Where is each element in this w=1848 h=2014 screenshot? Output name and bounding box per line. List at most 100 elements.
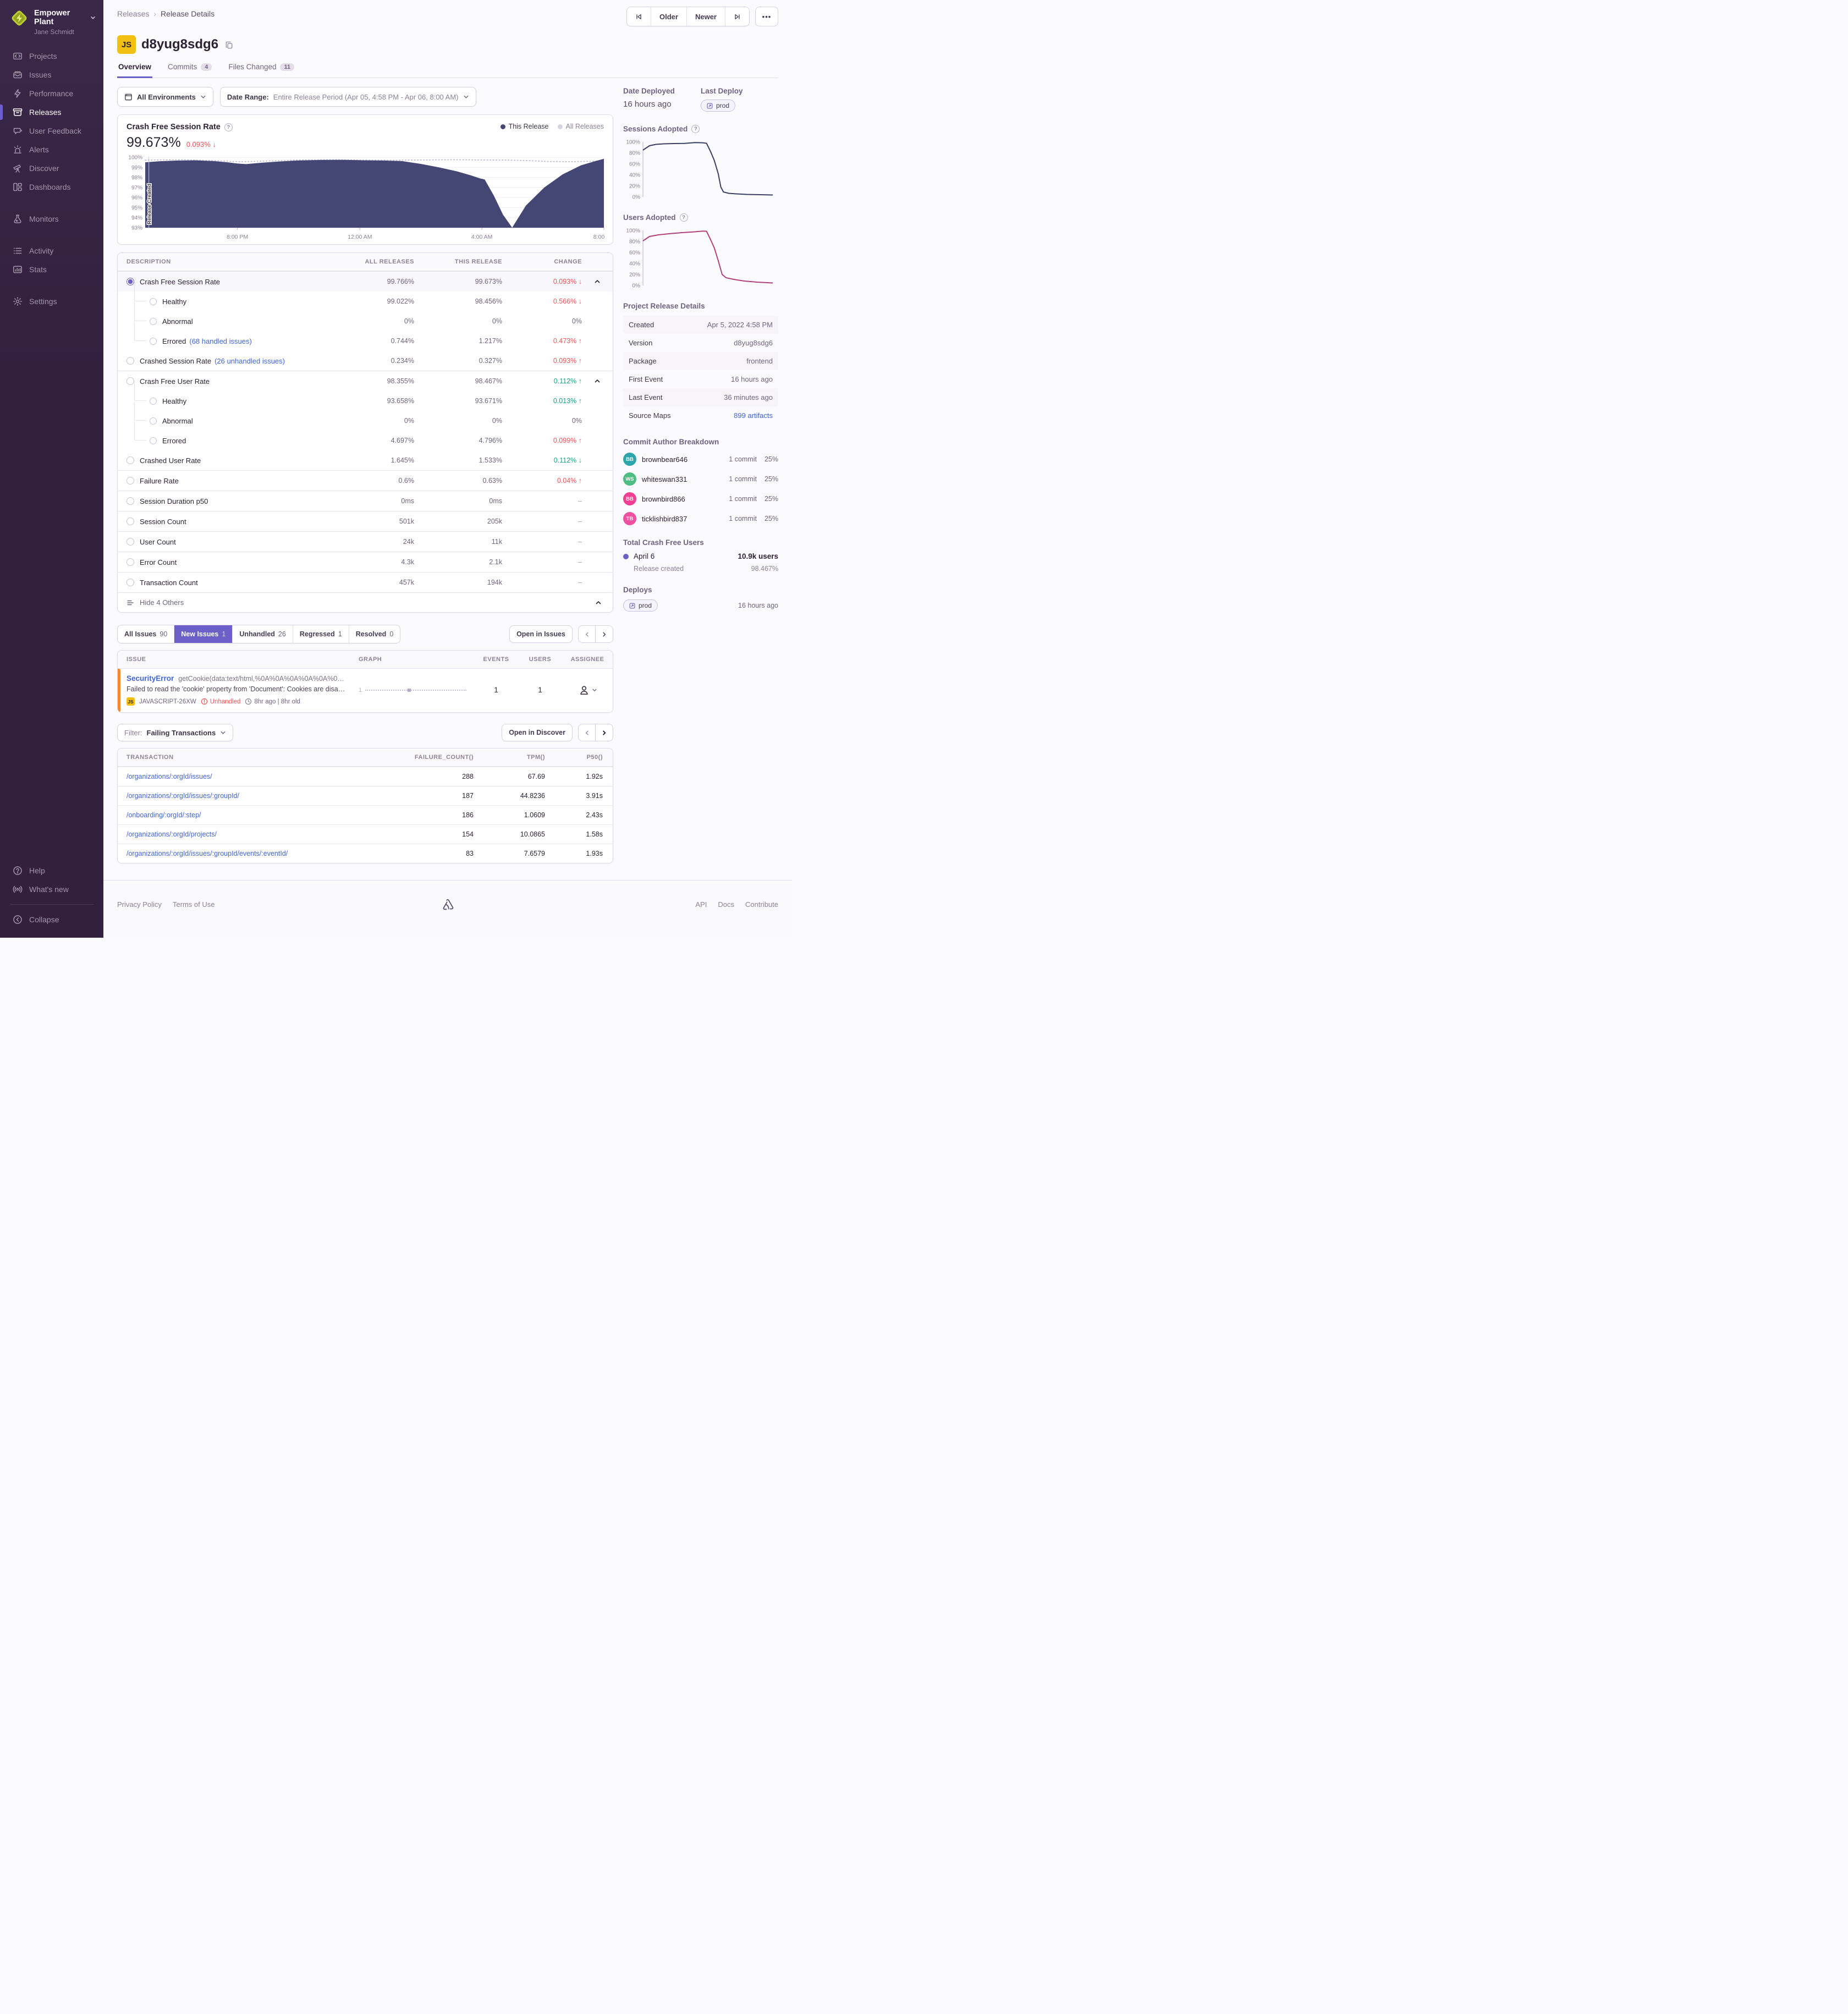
metric-row-errored[interactable]: Errored (68 handled issues) 0.744% 1.217% … [118,322,613,351]
collapse-caret-icon[interactable] [582,278,613,285]
metric-radio[interactable] [127,357,134,365]
prod-env-pill[interactable]: prod [623,599,658,612]
sidebar-item-help[interactable]: Help [0,861,103,880]
sidebar-item-dashboards[interactable]: Dashboards [0,178,103,196]
metric-row-crash-free-session-rate[interactable]: Crash Free Session Rate 99.766% 99.673% … [118,272,613,291]
transaction-link[interactable]: /onboarding/:orgId/:step/ [127,811,201,819]
hide-others-toggle[interactable]: Hide 4 Others [118,592,613,612]
metric-radio[interactable] [150,437,157,444]
artifacts-link[interactable]: 899 artifacts [734,411,773,420]
transaction-link[interactable]: /organizations/:orgId/issues/:groupId/ev… [127,850,288,857]
pager-prev-button[interactable] [578,625,596,643]
metric-row-abnormal[interactable]: Abnormal 0% 0% 0% [118,302,613,331]
sidebar-item-releases[interactable]: Releases [0,103,103,122]
metric-radio[interactable] [127,579,134,586]
metric-radio[interactable] [150,298,157,305]
unhandled-issues-link[interactable]: (26 unhandled issues) [215,356,285,365]
sidebar-item-monitors[interactable]: Monitors [0,210,103,228]
sidebar-item-alerts[interactable]: Alerts [0,140,103,159]
metric-row-errored[interactable]: Errored 4.697% 4.796% 0.099% ↑ [118,422,613,450]
help-question-icon[interactable] [691,125,700,133]
newer-button[interactable]: Newer [686,7,725,26]
metric-row-abnormal[interactable]: Abnormal 0% 0% 0% [118,402,613,431]
collapse-caret-icon[interactable] [582,378,613,384]
metric-row-crashed-session-rate[interactable]: Crashed Session Rate (26 unhandled issues… [118,351,613,371]
transactions-filter-dropdown[interactable]: Filter: Failing Transactions [117,724,234,741]
metric-radio-selected[interactable] [127,278,134,285]
tab-files-changed[interactable]: Files Changed 11 [227,63,295,78]
sidebar-item-discover[interactable]: Discover [0,159,103,178]
metric-row-failure-rate[interactable]: Failure Rate 0.6% 0.63% 0.04% ↑ [118,471,613,491]
metric-row-user-count[interactable]: User Count 24k 11k – [118,532,613,552]
crash-free-session-rate-chart[interactable]: 93% 94% 95% 96% 97% 98% 99% 100% 8:00 PM 12:00 AM… [127,154,606,241]
api-link[interactable]: API [695,900,707,909]
environment-dropdown[interactable]: All Environments [117,87,213,107]
sidebar-item-stats[interactable]: Stats [0,260,103,279]
sidebar-item-whats-new[interactable]: What's new [0,880,103,899]
sidebar-item-issues[interactable]: Issues [0,65,103,84]
metric-row-crash-free-user-rate[interactable]: Crash Free User Rate 98.355% 98.467% 0.11… [118,371,613,391]
breadcrumb-releases[interactable]: Releases [117,9,150,18]
copy-icon[interactable] [225,41,233,49]
terms-of-use-link[interactable]: Terms of Use [172,900,215,909]
issues-tab-new[interactable]: New Issues 1 [174,625,233,643]
pager-next-button[interactable] [596,625,613,643]
issues-tab-unhandled[interactable]: Unhandled 26 [232,625,293,643]
prod-env-pill[interactable]: prod [701,100,736,112]
metric-row-session-duration-p50[interactable]: Session Duration p50 0ms 0ms – [118,491,613,511]
transaction-link[interactable]: /organizations/:orgId/projects/ [127,830,217,838]
handled-issues-link[interactable]: (68 handled issues) [189,337,252,345]
open-in-issues-button[interactable]: Open in Issues [509,625,573,643]
transaction-link[interactable]: /organizations/:orgId/issues/ [127,773,212,780]
issues-tab-resolved[interactable]: Resolved 0 [348,625,400,643]
transaction-row[interactable]: /organizations/:orgId/issues/:groupId/ 1… [118,786,613,805]
metric-row-session-count[interactable]: Session Count 501k 205k – [118,511,613,531]
transaction-row[interactable]: /organizations/:orgId/issues/:groupId/ev… [118,844,613,863]
metric-radio[interactable] [127,477,134,485]
date-range-dropdown[interactable]: Date Range: Entire Release Period (Apr 0… [219,87,476,107]
metric-radio[interactable] [150,317,157,325]
metric-radio[interactable] [150,337,157,345]
metric-radio[interactable] [127,538,134,546]
sidebar-item-user-feedback[interactable]: User Feedback [0,122,103,140]
contribute-link[interactable]: Contribute [745,900,778,909]
skip-to-first-button[interactable] [627,7,651,26]
metric-row-healthy[interactable]: Healthy 93.658% 93.671% 0.013% ↑ [118,382,613,411]
metric-radio[interactable] [127,497,134,505]
sidebar-item-activity[interactable]: Activity [0,241,103,260]
sidebar-item-performance[interactable]: Performance [0,84,103,103]
metric-row-crashed-user-rate[interactable]: Crashed User Rate 1.645% 1.533% 0.112% ↓ [118,450,613,470]
metric-row-error-count[interactable]: Error Count 4.3k 2.1k – [118,552,613,572]
skip-to-last-button[interactable] [725,7,749,26]
metric-radio[interactable] [127,518,134,525]
tab-commits[interactable]: Commits 4 [167,63,213,78]
issues-tab-regressed[interactable]: Regressed 1 [292,625,349,643]
pager-next-button[interactable] [596,724,613,741]
metric-row-healthy[interactable]: Healthy 99.022% 98.456% 0.566% ↓ [118,283,613,311]
assignee-selector[interactable] [562,684,613,696]
issues-tab-all[interactable]: All Issues 90 [118,625,174,643]
privacy-policy-link[interactable]: Privacy Policy [117,900,162,909]
sidebar-item-collapse[interactable]: Collapse [0,910,103,929]
tab-overview[interactable]: Overview [117,63,153,78]
older-button[interactable]: Older [651,7,686,26]
metric-radio[interactable] [127,456,134,464]
metric-radio[interactable] [150,397,157,405]
transaction-row[interactable]: /organizations/:orgId/projects/ 154 10.08… [118,824,613,844]
metric-radio[interactable] [150,417,157,425]
sidebar-item-settings[interactable]: Settings [0,292,103,311]
sidebar-item-projects[interactable]: Projects [0,47,103,65]
more-actions-button[interactable]: ••• [755,7,778,26]
help-question-icon[interactable] [224,123,233,131]
metric-row-transaction-count[interactable]: Transaction Count 457k 194k – [118,573,613,592]
transaction-row[interactable]: /onboarding/:orgId/:step/ 186 1.0609 2.43s [118,805,613,824]
org-switcher[interactable]: Empower Plant Jane Schmidt [0,0,103,47]
metric-radio[interactable] [127,377,134,385]
docs-link[interactable]: Docs [718,900,735,909]
open-in-discover-button[interactable]: Open in Discover [502,724,573,741]
pager-prev-button[interactable] [578,724,596,741]
metric-radio[interactable] [127,558,134,566]
help-question-icon[interactable] [679,213,688,222]
transaction-link[interactable]: /organizations/:orgId/issues/:groupId/ [127,792,239,800]
issue-row[interactable]: SecurityError getCookie(data:text/html,%… [118,669,613,712]
